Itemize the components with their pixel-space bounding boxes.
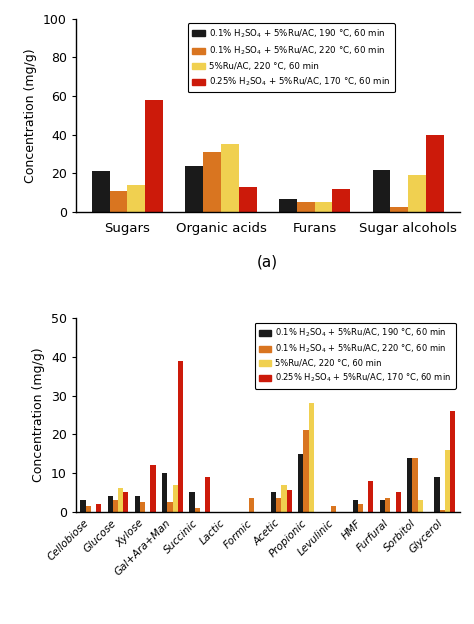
Bar [203,152,221,212]
Bar [332,189,350,212]
Bar [81,500,86,512]
Legend: 0.1% H$_2$SO$_4$ + 5%Ru/AC, 190 °C, 60 min, 0.1% H$_2$SO$_4$ + 5%Ru/AC, 220 °C, : 0.1% H$_2$SO$_4$ + 5%Ru/AC, 190 °C, 60 m… [255,323,456,389]
Bar [113,500,118,512]
Bar [439,510,445,512]
Bar [109,191,128,212]
Bar [96,504,101,512]
Bar [368,480,374,512]
Bar [271,492,276,512]
Bar [412,457,418,512]
Bar [128,185,145,212]
Y-axis label: Concentration (mg/g): Concentration (mg/g) [32,348,45,482]
Bar [185,165,203,212]
Bar [86,506,91,512]
Bar [426,135,444,212]
Bar [276,498,282,512]
Bar [205,477,210,512]
Bar [418,500,423,512]
Bar [298,454,303,512]
Bar [445,450,450,512]
Bar [282,485,287,512]
Bar [118,489,123,512]
Bar [303,431,309,512]
Bar [167,502,173,512]
Bar [385,498,391,512]
Bar [353,500,358,512]
Text: (a): (a) [257,255,278,270]
Y-axis label: Concentration (mg/g): Concentration (mg/g) [24,48,37,183]
Bar [140,502,145,512]
Bar [287,490,292,512]
Bar [408,175,426,212]
Bar [279,200,297,212]
Bar [190,492,194,512]
Bar [315,202,332,212]
Bar [309,404,314,512]
Bar [178,361,183,512]
Bar [407,457,412,512]
Bar [108,496,113,512]
Bar [194,508,200,512]
Bar [173,485,178,512]
Bar [221,144,239,212]
Bar [380,500,385,512]
Bar [358,504,363,512]
Bar [297,202,315,212]
Bar [123,492,128,512]
Legend: 0.1% H$_2$SO$_4$ + 5%Ru/AC, 190 °C, 60 min, 0.1% H$_2$SO$_4$ + 5%Ru/AC, 220 °C, : 0.1% H$_2$SO$_4$ + 5%Ru/AC, 190 °C, 60 m… [188,23,395,92]
Bar [92,172,109,212]
Bar [395,492,401,512]
Bar [435,477,439,512]
Bar [331,506,336,512]
Bar [145,100,163,212]
Bar [391,207,408,212]
Bar [450,411,455,512]
Bar [135,496,140,512]
Bar [239,187,256,212]
Bar [150,466,155,512]
Bar [373,170,391,212]
Bar [249,498,254,512]
Bar [162,473,167,512]
